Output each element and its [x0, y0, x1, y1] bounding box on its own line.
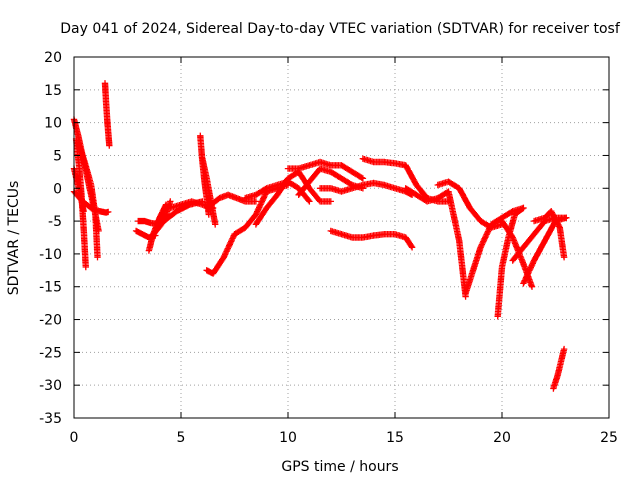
series-marks — [135, 198, 174, 228]
series-marks — [550, 345, 568, 392]
gridlines — [74, 57, 609, 418]
series-arc-30 — [530, 208, 568, 261]
chart-title: Day 041 of 2024, Sidereal Day-to-day VTE… — [60, 21, 621, 37]
series-marks — [75, 139, 101, 261]
series-marks — [284, 158, 367, 182]
y-tick-label: -15 — [39, 280, 62, 296]
y-tick-label: 15 — [44, 83, 62, 99]
series-marks — [101, 80, 113, 149]
series-arc-18 — [284, 158, 367, 182]
y-tick-label: -10 — [39, 247, 62, 263]
series-arc-25 — [462, 204, 527, 297]
data-series — [70, 80, 570, 392]
series-arc-17 — [252, 168, 334, 228]
series-marks — [494, 204, 527, 320]
series-marks — [203, 191, 260, 212]
y-tick-label: 10 — [44, 116, 62, 132]
y-tick-label: -25 — [39, 345, 62, 361]
y-tick-label: 0 — [53, 181, 62, 197]
x-tick-label: 5 — [177, 430, 186, 446]
series-marks — [462, 204, 527, 297]
series-marks — [252, 168, 334, 228]
series-marks — [316, 179, 416, 198]
x-tick-label: 20 — [493, 430, 511, 446]
series-arc-03 — [72, 135, 89, 271]
y-tick-label: -20 — [39, 313, 62, 329]
y-tick-label: -35 — [39, 411, 62, 427]
series-arc-08 — [135, 198, 174, 228]
x-tick-label: 15 — [386, 430, 404, 446]
series-marks — [327, 227, 416, 251]
x-tick-label: 25 — [600, 430, 618, 446]
series-arc-04 — [75, 139, 101, 261]
y-tick-label: -5 — [48, 214, 62, 230]
y-tick-label: 5 — [53, 148, 62, 164]
y-axis-label: SDTVAR / TECUs — [6, 181, 22, 296]
y-tick-label: 20 — [44, 50, 62, 66]
series-marks — [72, 135, 89, 271]
series-arc-20 — [316, 179, 416, 198]
series-arc-21 — [327, 227, 416, 251]
plot-frame — [73, 56, 610, 419]
x-axis-label: GPS time / hours — [281, 459, 398, 475]
series-arc-06 — [101, 80, 113, 149]
x-tick-label: 10 — [279, 430, 297, 446]
y-tick-label: -30 — [39, 378, 62, 394]
series-arc-14 — [203, 191, 260, 212]
x-tick-label: 0 — [70, 430, 79, 446]
series-marks — [203, 181, 292, 277]
axis-ticks: 0 5 10 15 20 25 20 15 10 5 0 -5 -10 -15 -20 -25 -30 -35 — [39, 50, 618, 446]
series-marks — [359, 155, 452, 205]
series-marks — [530, 208, 568, 261]
series-arc-22 — [359, 155, 452, 205]
series-marks — [402, 185, 469, 300]
series-arc-31 — [550, 345, 568, 392]
series-arc-23 — [402, 185, 469, 300]
series-arc-15 — [203, 181, 292, 277]
series-arc-26 — [494, 204, 527, 320]
